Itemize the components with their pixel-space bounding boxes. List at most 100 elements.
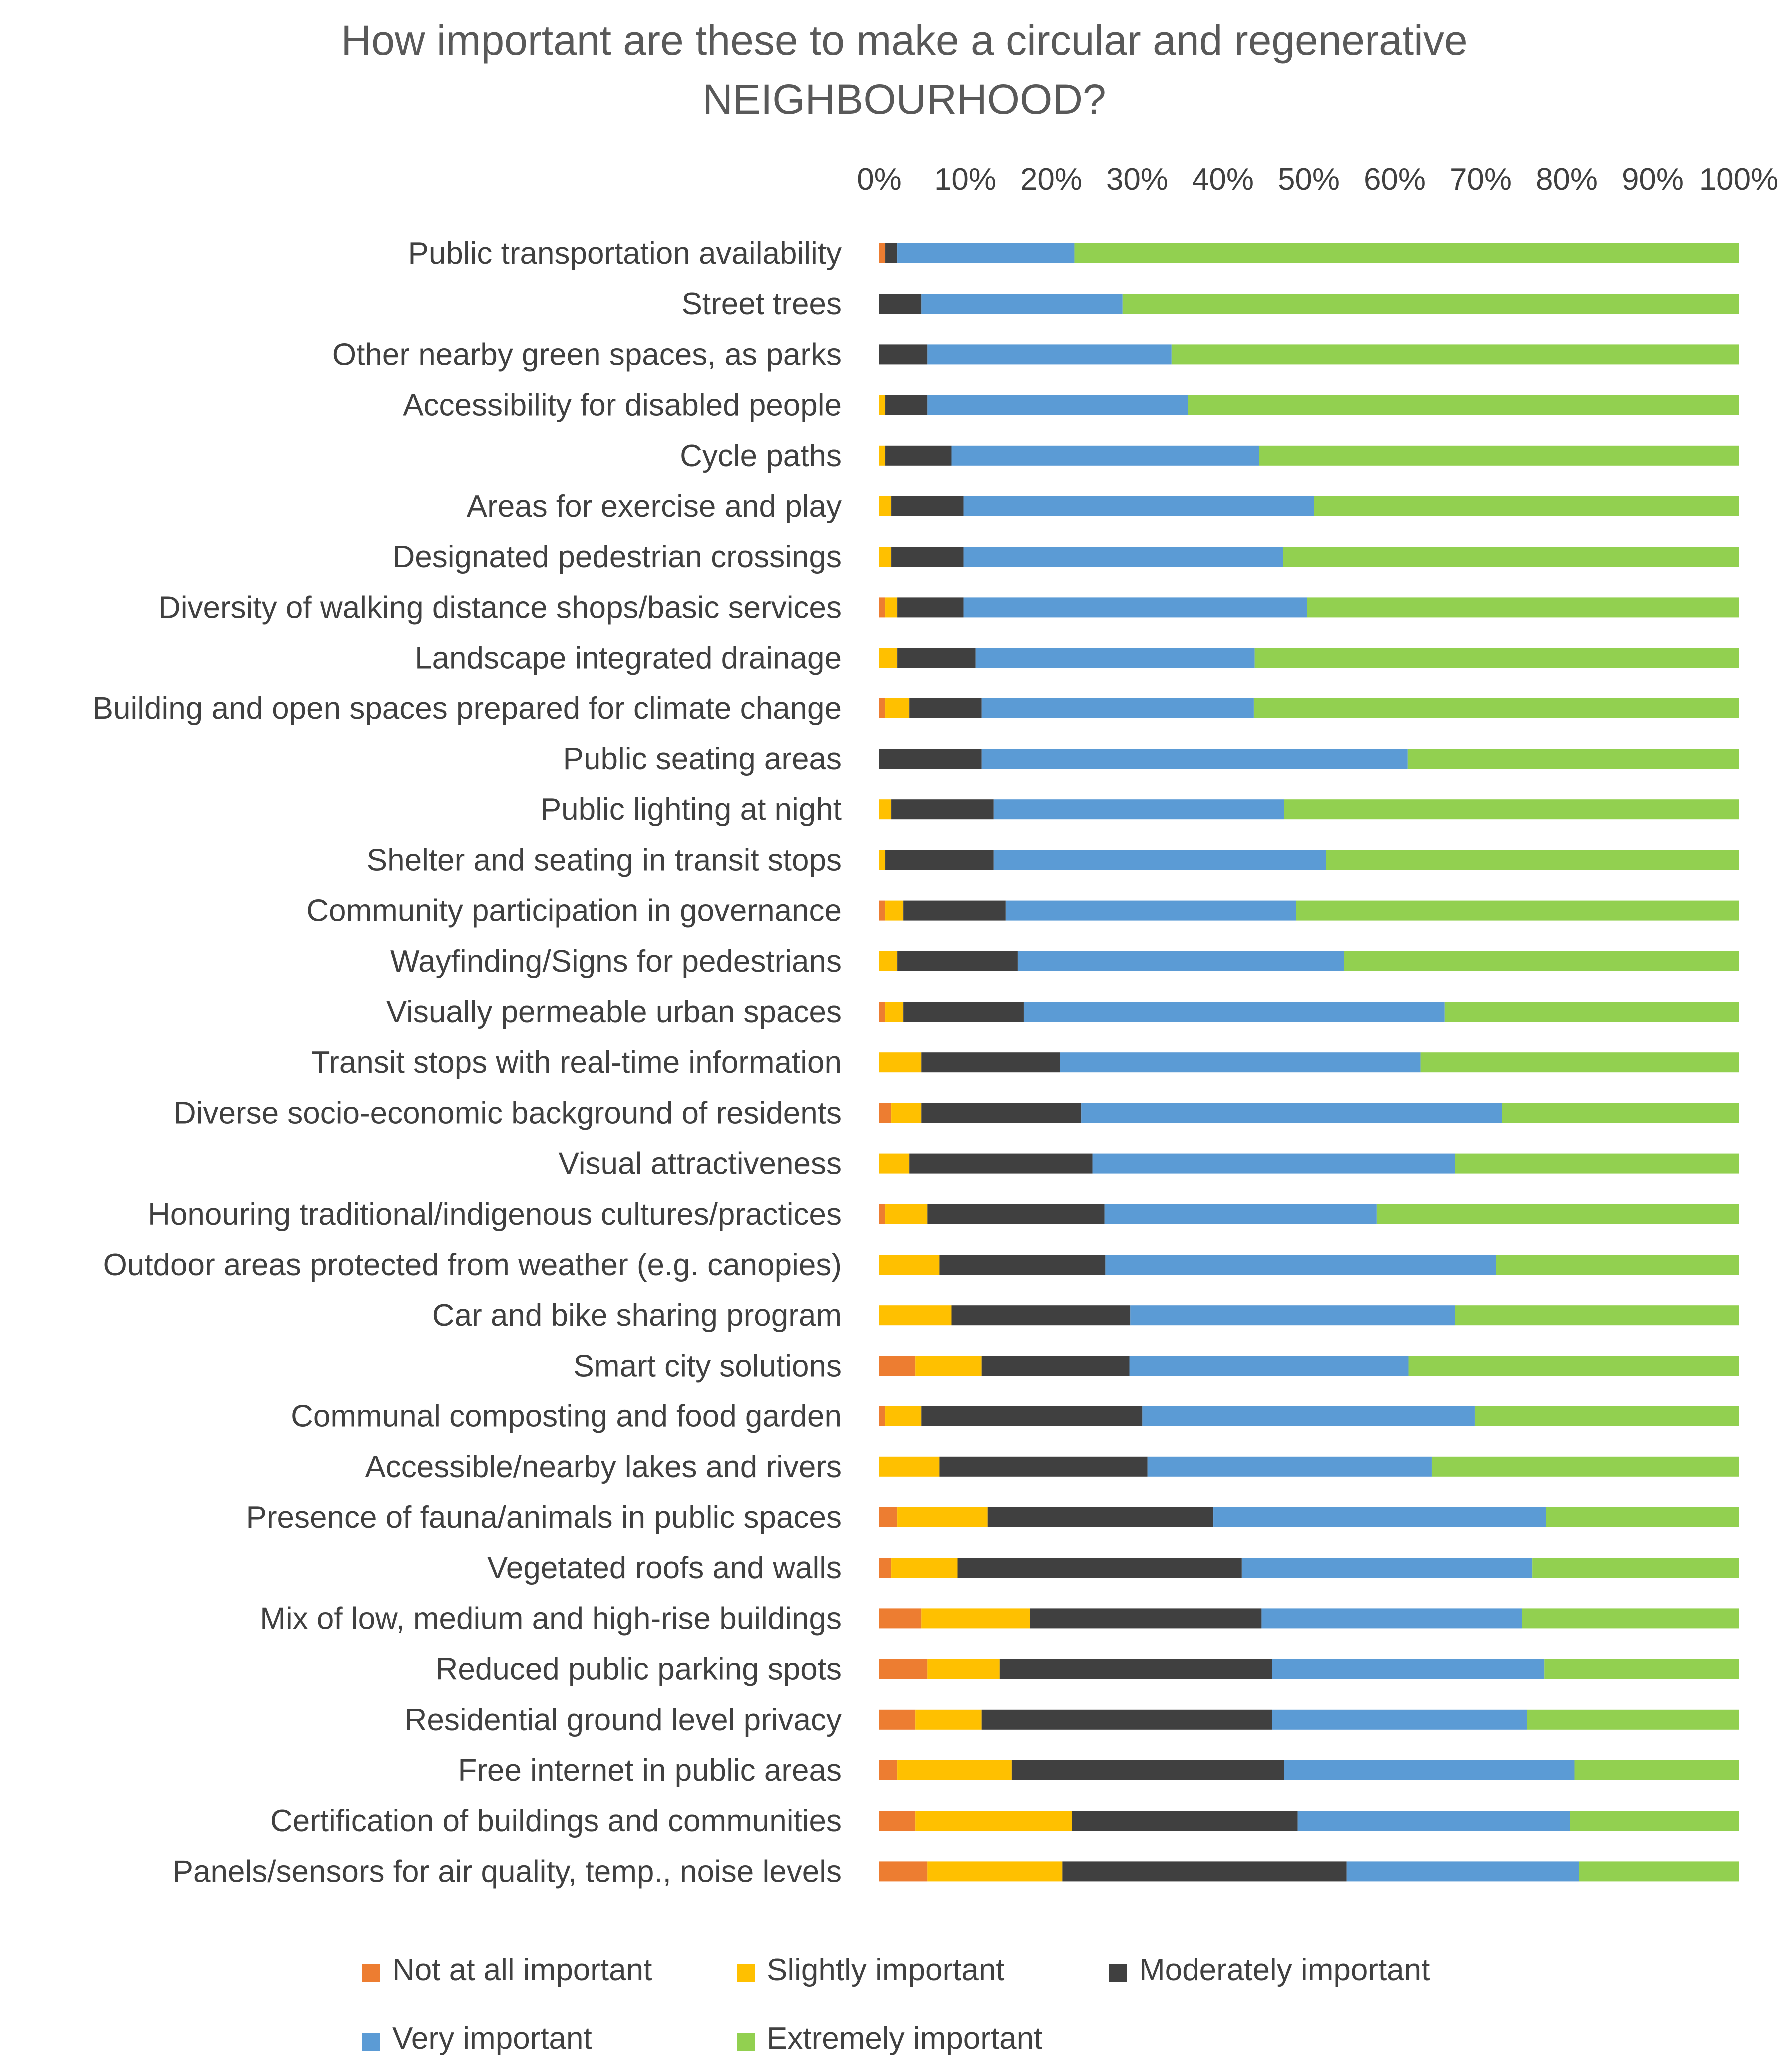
category-label: Certification of buildings and communiti…: [270, 1804, 842, 1838]
bar-segment: [903, 900, 1006, 921]
legend-swatch: [362, 2033, 380, 2051]
category-labels: Public transportation availability Street…: [93, 236, 842, 1889]
bar-segment: [1213, 1507, 1546, 1527]
bar-segment: [1060, 1052, 1421, 1073]
bar-segment: [879, 395, 886, 415]
bar-segment: [879, 1507, 898, 1527]
legend-swatch: [737, 2033, 755, 2051]
bar-segment: [1142, 1406, 1475, 1426]
bar-segment: [1017, 951, 1344, 971]
legend: Not at all important Slightly important Mo…: [362, 1953, 1430, 2056]
bar-segment: [1455, 1305, 1739, 1326]
bar-segment: [1346, 1861, 1579, 1882]
bar-segment: [921, 1103, 1082, 1123]
x-tick-label: 70%: [1450, 162, 1512, 197]
bar-segment: [927, 395, 1188, 415]
x-tick-label: 10%: [934, 162, 996, 197]
bar-segment: [891, 1103, 922, 1123]
category-label: Reduced public parking spots: [436, 1652, 842, 1687]
bar-segment: [1254, 648, 1739, 668]
bar-segment: [879, 1406, 886, 1426]
bar-segment: [1376, 1204, 1739, 1224]
x-tick-label: 50%: [1278, 162, 1340, 197]
bar-segment: [1081, 1103, 1502, 1123]
category-label: Honouring traditional/indigenous culture…: [148, 1197, 842, 1232]
bar-segment: [891, 799, 994, 820]
bar-segment: [879, 1608, 922, 1629]
bar-segment: [1527, 1709, 1739, 1730]
bar-segment: [1188, 395, 1739, 415]
bar-segment: [879, 1709, 916, 1730]
bar-segment: [1326, 850, 1739, 870]
bar-segment: [1272, 1659, 1545, 1679]
bar-segment: [885, 1406, 922, 1426]
bar-segment: [915, 1356, 982, 1376]
x-tick-label: 30%: [1106, 162, 1168, 197]
bar-segment: [903, 1002, 1024, 1022]
bar-segment: [1023, 1002, 1445, 1022]
bar-segment: [1011, 1760, 1284, 1780]
category-label: Shelter and seating in transit stops: [367, 843, 842, 877]
bar-segment: [879, 344, 928, 365]
bar-segment: [885, 1204, 928, 1224]
category-label: Designated pedestrian crossings: [392, 540, 842, 574]
bar-segment: [963, 496, 1314, 516]
bar-segment: [921, 1052, 1060, 1073]
bar-segment: [963, 547, 1283, 567]
legend-label: Very important: [392, 2021, 592, 2056]
category-label: Public transportation availability: [408, 236, 842, 271]
bar-segment: [1005, 900, 1296, 921]
bar-segment: [927, 1204, 1105, 1224]
category-label: Accessibility for disabled people: [403, 388, 842, 423]
category-label: Free internet in public areas: [458, 1753, 842, 1788]
bar-segment: [1574, 1760, 1739, 1780]
bar-segment: [885, 1002, 904, 1022]
bar-segment: [879, 1204, 886, 1224]
bar-segment: [879, 1861, 928, 1882]
bar-segment: [1147, 1456, 1432, 1477]
bar-segment: [1544, 1659, 1739, 1679]
bar-segment: [1431, 1456, 1739, 1477]
bar-segment: [927, 344, 1172, 365]
bar-segment: [987, 1507, 1214, 1527]
bar-segment: [981, 1356, 1130, 1376]
chart-title-line-2: NEIGHBOURHOOD?: [702, 76, 1106, 123]
x-tick-label: 90%: [1622, 162, 1684, 197]
x-tick-label: 60%: [1364, 162, 1426, 197]
legend-label: Extremely important: [767, 2021, 1042, 2056]
bar-segment: [1344, 951, 1739, 971]
category-label: Wayfinding/Signs for pedestrians: [390, 944, 842, 979]
category-label: Landscape integrated drainage: [415, 641, 842, 676]
bar-segment: [1062, 1861, 1347, 1882]
bar-segment: [879, 850, 886, 870]
bar-segment: [885, 850, 994, 870]
x-tick-label: 40%: [1192, 162, 1254, 197]
bar-segment: [897, 951, 1018, 971]
bar-segment: [885, 900, 904, 921]
bar-segment: [879, 749, 982, 769]
bar-segment: [879, 294, 922, 314]
bar-segment: [1284, 1760, 1575, 1780]
category-label: Transit stops with real-time information: [311, 1045, 842, 1080]
category-label: Areas for exercise and play: [467, 489, 842, 524]
x-axis-tick-labels: 0% 10% 20% 30% 40% 50% 60% 70% 80% 90% 100%: [857, 162, 1778, 197]
legend-swatch: [362, 1964, 380, 1982]
bar-segment: [1105, 1255, 1496, 1275]
bar-segment: [885, 698, 910, 718]
x-tick-label: 80%: [1536, 162, 1598, 197]
x-tick-label: 20%: [1020, 162, 1082, 197]
category-label: Communal composting and food garden: [291, 1399, 842, 1434]
category-label: Visual attractiveness: [559, 1147, 842, 1181]
bar-segment: [999, 1659, 1272, 1679]
bar-segment: [975, 648, 1255, 668]
bar-segment: [891, 1558, 958, 1578]
bar-segment: [885, 597, 898, 618]
bar-segment: [879, 243, 886, 263]
bar-segment: [1407, 749, 1739, 769]
bar-segment: [951, 1305, 1131, 1326]
category-label: Cycle paths: [680, 439, 842, 473]
bar-segment: [879, 1002, 886, 1022]
category-label: Street trees: [682, 287, 842, 321]
bar-segment: [921, 1406, 1143, 1426]
